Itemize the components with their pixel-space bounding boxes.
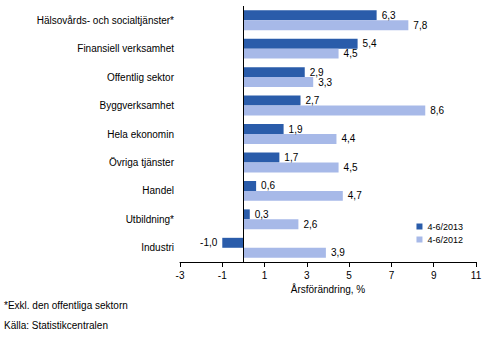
svg-text:2,7: 2,7	[306, 95, 320, 106]
svg-text:4,5: 4,5	[344, 162, 358, 173]
svg-text:4,5: 4,5	[344, 48, 358, 59]
svg-text:Källa: Statistikcentralen: Källa: Statistikcentralen	[4, 320, 108, 331]
svg-text:3,3: 3,3	[318, 77, 332, 88]
svg-text:3,9: 3,9	[331, 247, 345, 258]
svg-text:2,9: 2,9	[309, 66, 324, 78]
svg-text:4,4: 4,4	[341, 133, 355, 144]
svg-text:5,4: 5,4	[363, 38, 377, 49]
svg-text:Offentlig sektor: Offentlig sektor	[107, 72, 175, 83]
svg-text:5: 5	[346, 270, 352, 281]
svg-text:11: 11	[471, 270, 482, 281]
svg-text:Hela ekonomin: Hela ekonomin	[107, 129, 174, 140]
svg-text:Utbildning*: Utbildning*	[126, 214, 174, 225]
svg-text:Byggverksamhet: Byggverksamhet	[100, 100, 175, 111]
svg-text:9: 9	[431, 270, 437, 281]
svg-text:-1,0: -1,0	[200, 237, 218, 248]
svg-text:Årsförändring, %: Årsförändring, %	[291, 283, 366, 295]
svg-text:1,9: 1,9	[289, 124, 303, 135]
svg-text:7,8: 7,8	[413, 20, 427, 31]
svg-text:0,6: 0,6	[261, 180, 275, 191]
svg-text:Finansiell verksamhet: Finansiell verksamhet	[77, 43, 174, 54]
svg-text:1: 1	[262, 270, 268, 281]
svg-text:Handel: Handel	[142, 185, 174, 196]
svg-text:4,7: 4,7	[348, 190, 362, 201]
svg-text:0,3: 0,3	[255, 209, 269, 220]
svg-text:Industri: Industri	[141, 242, 174, 253]
svg-text:4-6/2012: 4-6/2012	[427, 235, 463, 245]
svg-text:-3: -3	[176, 270, 185, 281]
svg-text:2,6: 2,6	[303, 219, 317, 230]
svg-text:3: 3	[304, 270, 310, 281]
svg-text:6,3: 6,3	[382, 10, 396, 21]
svg-text:-1: -1	[218, 270, 227, 281]
svg-text:4-6/2013: 4-6/2013	[427, 222, 463, 232]
svg-text:*Exkl. den offentliga sektorn: *Exkl. den offentliga sektorn	[4, 300, 128, 311]
svg-text:Hälsovårds- och socialtjänster: Hälsovårds- och socialtjänster*	[37, 15, 174, 26]
svg-text:1,7: 1,7	[284, 152, 298, 163]
svg-text:Övriga tjänster: Övriga tjänster	[109, 157, 175, 168]
svg-text:7: 7	[389, 270, 395, 281]
svg-text:8,6: 8,6	[430, 105, 444, 116]
